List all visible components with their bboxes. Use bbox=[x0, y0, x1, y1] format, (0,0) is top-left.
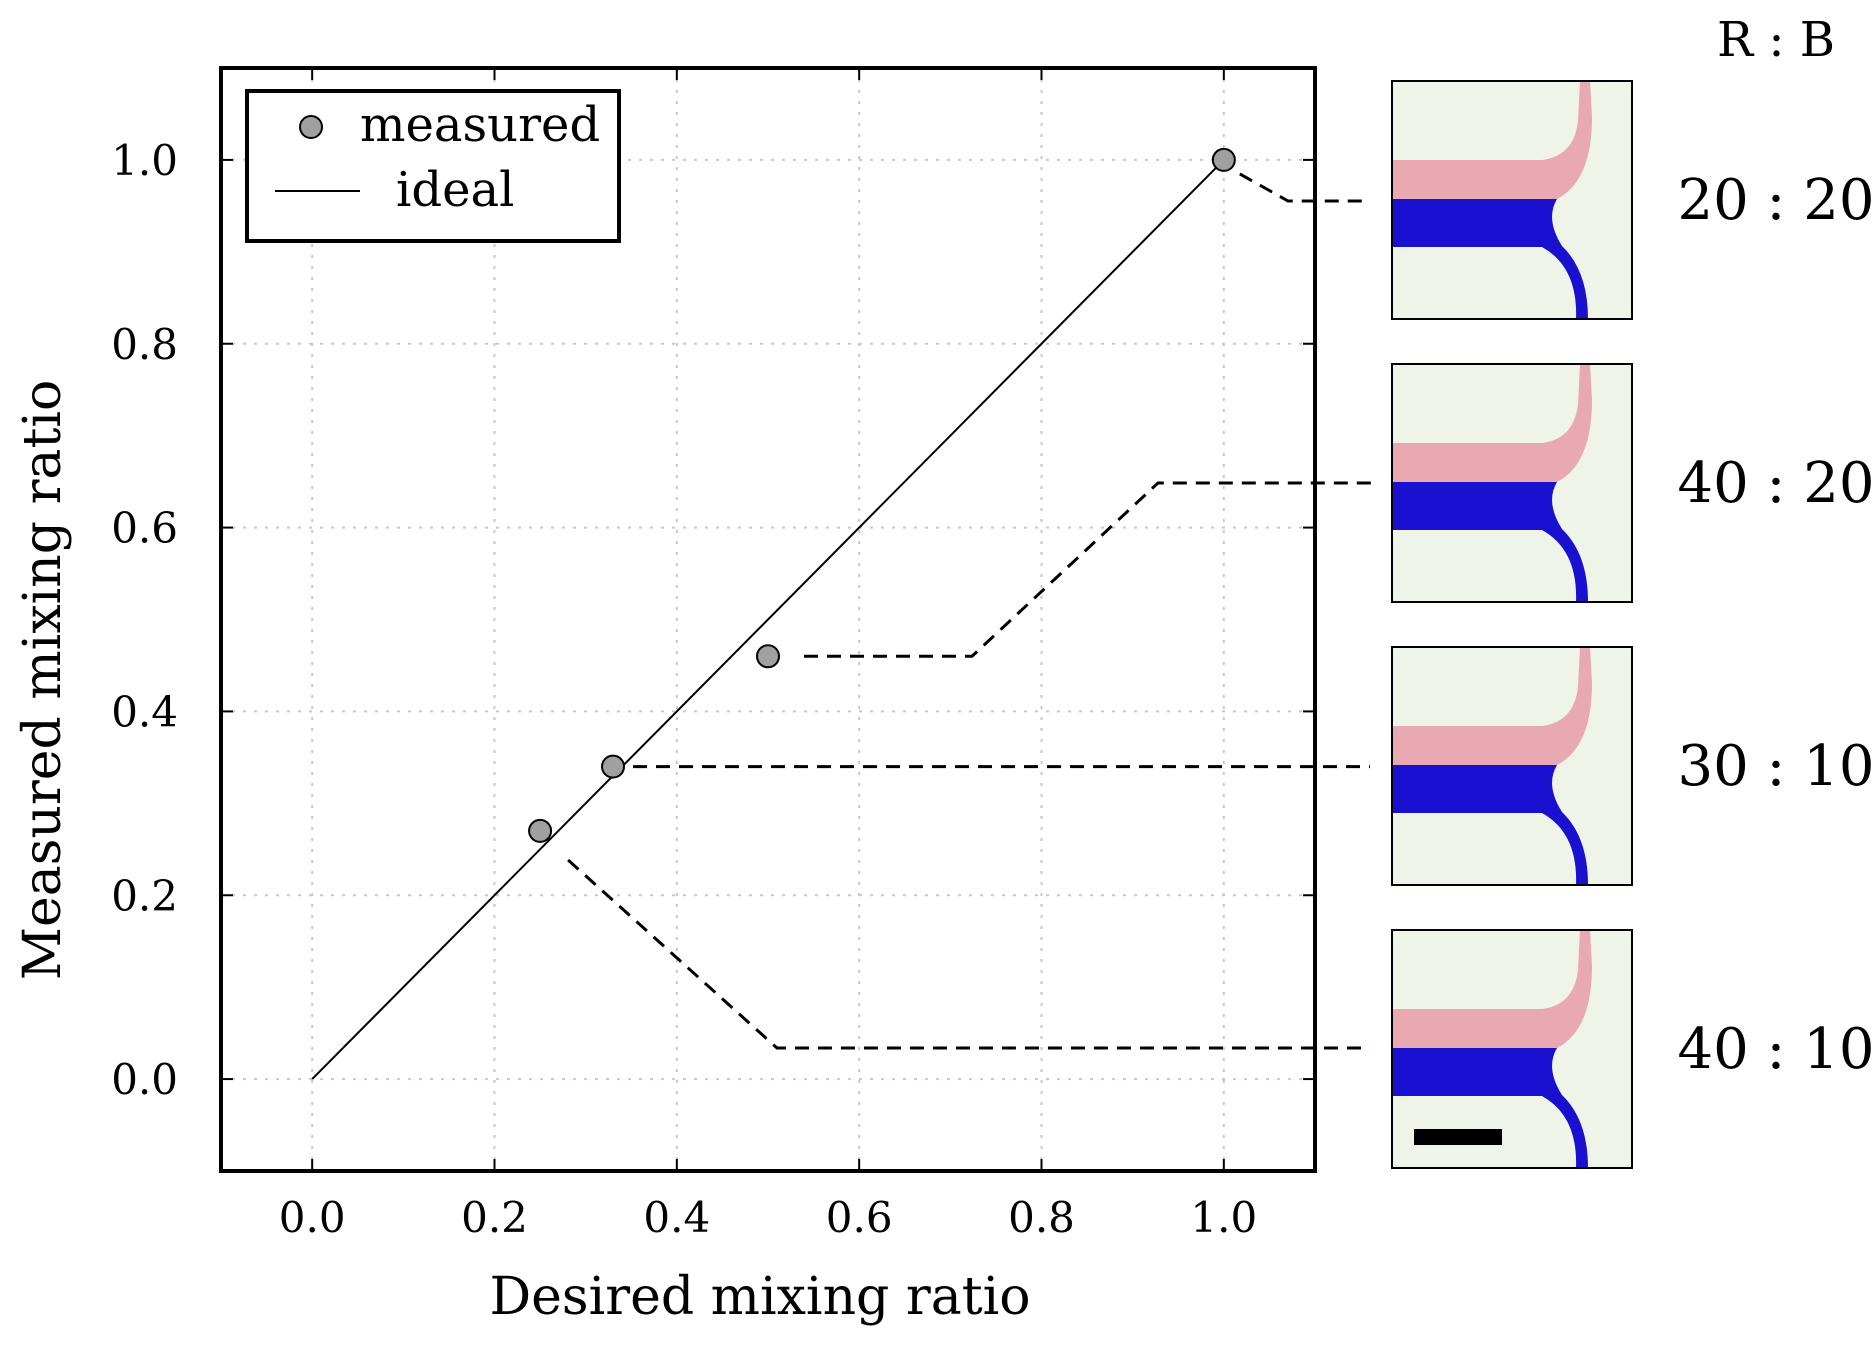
legend-measured-marker bbox=[299, 115, 323, 139]
leader-line bbox=[804, 481, 1372, 658]
ratio-label: 30 : 10 bbox=[1678, 734, 1875, 799]
x-tick-label: 0.2 bbox=[461, 1193, 528, 1242]
x-axis-label: Desired mixing ratio bbox=[489, 1267, 1030, 1327]
measured-point bbox=[756, 644, 780, 669]
y-tick-label: 0.4 bbox=[111, 687, 178, 736]
y-tick-label: 1.0 bbox=[111, 136, 178, 185]
ideal-line bbox=[311, 159, 1225, 1080]
micrograph-frame bbox=[1391, 646, 1633, 886]
ratio-label: 40 : 20 bbox=[1678, 451, 1875, 516]
ratio-label: 20 : 20 bbox=[1678, 168, 1875, 233]
scale-bar bbox=[1414, 1129, 1502, 1145]
measured-point bbox=[601, 754, 626, 779]
blue-stream bbox=[1392, 1048, 1588, 1168]
micrograph-frame bbox=[1391, 929, 1633, 1169]
legend-ideal-label: ideal bbox=[396, 162, 514, 218]
micrograph bbox=[1391, 929, 1633, 1169]
ideal-line-series bbox=[311, 159, 1225, 1080]
x-tick-label: 0.4 bbox=[643, 1193, 710, 1242]
tick-labels: 0.0 0.2 0.4 0.6 0.8 1.0 0.0 0.2 0.4 0.6 0.8 1.0 bbox=[111, 136, 1257, 1242]
blue-stream bbox=[1392, 199, 1588, 319]
blue-stream bbox=[1392, 765, 1588, 885]
red-stream bbox=[1392, 647, 1592, 765]
x-tick-label: 1.0 bbox=[1190, 1193, 1257, 1242]
ratio-label: 40 : 10 bbox=[1678, 1017, 1875, 1082]
measured-point bbox=[1211, 147, 1236, 172]
x-tick-label: 0.6 bbox=[826, 1193, 893, 1242]
plot-frame bbox=[219, 66, 1317, 1173]
red-stream bbox=[1392, 930, 1592, 1048]
micrograph-panel: 20 : 20 40 : 20 30 : 10 40 : 10 bbox=[1391, 80, 1875, 1169]
leader-line bbox=[1239, 172, 1370, 203]
legend: measured ideal bbox=[245, 89, 621, 243]
y-tick-label: 0.8 bbox=[111, 320, 178, 369]
blue-stream bbox=[1392, 482, 1588, 602]
x-tick-label: 0.0 bbox=[279, 1193, 346, 1242]
ratio-header: R : B bbox=[1717, 12, 1835, 68]
measured-point bbox=[528, 818, 553, 843]
y-axis-label: Measured mixing ratio bbox=[13, 380, 73, 981]
red-stream bbox=[1392, 364, 1592, 482]
y-tick-label: 0.0 bbox=[111, 1055, 178, 1104]
y-tick-label: 0.6 bbox=[111, 504, 178, 553]
gridlines bbox=[221, 68, 1315, 1171]
leader-line bbox=[567, 858, 1370, 1050]
leader-lines bbox=[567, 172, 1372, 1050]
micrograph bbox=[1391, 363, 1633, 603]
x-tick-label: 0.8 bbox=[1008, 1193, 1075, 1242]
micrograph-frame bbox=[1391, 80, 1633, 320]
y-tick-label: 0.2 bbox=[111, 871, 178, 920]
measured-series bbox=[528, 147, 1236, 843]
micrograph-frame bbox=[1391, 363, 1633, 603]
micrograph bbox=[1391, 646, 1633, 886]
micrograph bbox=[1391, 80, 1633, 320]
legend-measured-label: measured bbox=[360, 97, 600, 153]
red-stream bbox=[1392, 81, 1592, 199]
